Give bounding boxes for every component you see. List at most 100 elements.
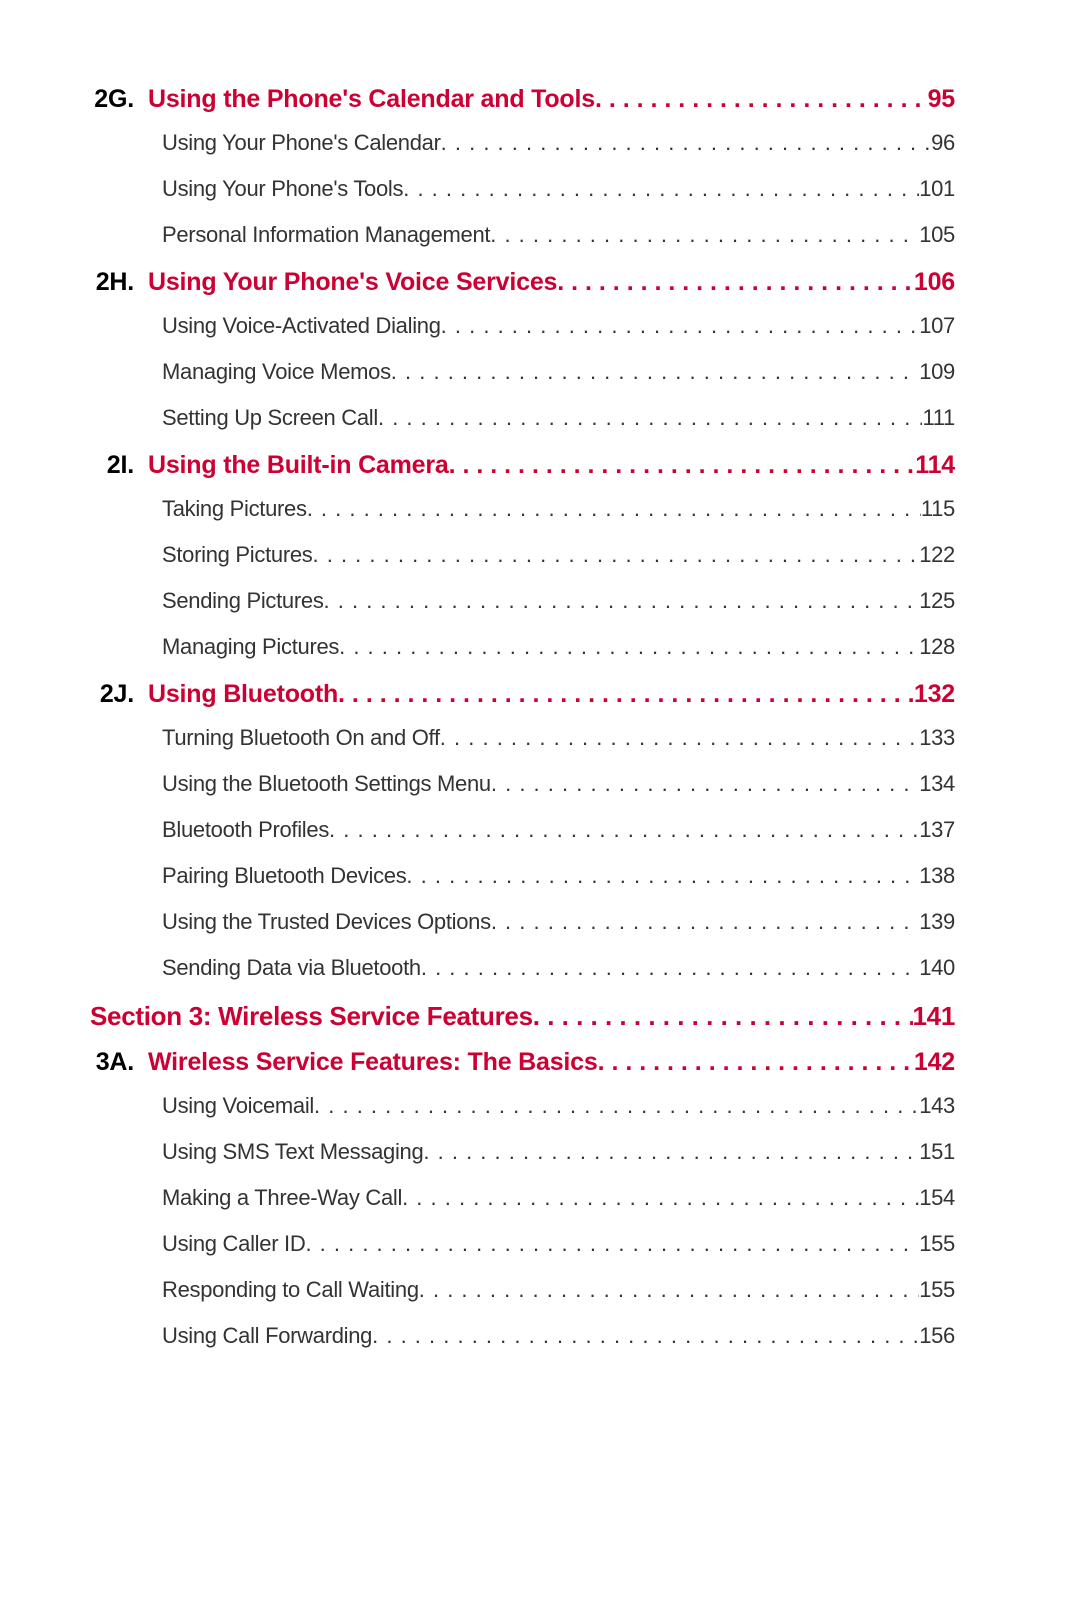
toc-leader [491, 909, 919, 935]
toc-row: 2G.Using the Phone's Calendar and Tools 9… [90, 85, 955, 114]
toc-sub-title: Bluetooth Profiles [162, 817, 329, 843]
toc-leader [441, 130, 931, 156]
toc-sub-title: Using SMS Text Messaging [162, 1139, 423, 1165]
toc-section-title: Using the Built-in Camera [148, 451, 449, 480]
toc-sub-title: Pairing Bluetooth Devices [162, 863, 406, 889]
toc-sub-title: Using Call Forwarding [162, 1323, 372, 1349]
toc-row: Storing Pictures 122 [90, 542, 955, 568]
toc-leader [419, 1277, 919, 1303]
toc-section-number: 2I. [90, 451, 148, 480]
toc-section-number: 2J. [90, 680, 148, 709]
toc-leader [533, 1001, 913, 1032]
toc-leader [314, 1093, 919, 1119]
toc-row: Taking Pictures115 [90, 496, 955, 522]
toc-sub-title: Turning Bluetooth On and Off [162, 725, 440, 751]
toc-section-number: 2G. [90, 85, 148, 114]
toc-leader [491, 771, 919, 797]
toc-sub-title: Using Voice-Activated Dialing [162, 313, 441, 339]
toc-page-number: 125 [919, 588, 955, 614]
toc-sub-title: Using the Trusted Devices Options [162, 909, 491, 935]
toc-page-number: 114 [915, 451, 955, 480]
toc-leader [557, 268, 914, 297]
toc-row: 2H.Using Your Phone's Voice Services106 [90, 268, 955, 297]
toc-sub-title: Managing Pictures [162, 634, 339, 660]
toc-leader [372, 1323, 919, 1349]
toc-page-number: 122 [919, 542, 955, 568]
toc-page-number: 139 [919, 909, 955, 935]
toc-section-title: Wireless Service Features: The Basics [148, 1048, 598, 1077]
toc-sub-title: Sending Data via Bluetooth [162, 955, 421, 981]
toc-page-number: 141 [913, 1001, 955, 1032]
toc-sub-title: Personal Information Management [162, 222, 490, 248]
toc-row: Bluetooth Profiles 137 [90, 817, 955, 843]
toc-page-number: 111 [922, 405, 955, 431]
toc-sub-title: Using Caller ID [162, 1231, 305, 1257]
toc-row: Managing Voice Memos 109 [90, 359, 955, 385]
toc-row: Using SMS Text Messaging 151 [90, 1139, 955, 1165]
toc-leader [423, 1139, 919, 1165]
toc-page-number: 142 [914, 1048, 955, 1077]
toc-page-number: 155 [919, 1231, 955, 1257]
toc-row: 3A.Wireless Service Features: The Basics… [90, 1048, 955, 1077]
toc-leader [313, 542, 920, 568]
toc-row: Using Voice-Activated Dialing 107 [90, 313, 955, 339]
toc-page-number: 106 [914, 268, 955, 297]
toc-row: Sending Data via Bluetooth 140 [90, 955, 955, 981]
toc-sub-title: Using Your Phone's Tools [162, 176, 403, 202]
toc-row: Setting Up Screen Call111 [90, 405, 955, 431]
toc-leader [329, 817, 919, 843]
toc-sub-title: Managing Voice Memos [162, 359, 391, 385]
toc-row: 2J.Using Bluetooth 132 [90, 680, 955, 709]
toc-leader [440, 725, 919, 751]
toc-page-number: 133 [919, 725, 955, 751]
toc-section-title: Using Bluetooth [148, 680, 338, 709]
table-of-contents: 2G.Using the Phone's Calendar and Tools 9… [90, 85, 955, 1349]
toc-page-number: 96 [931, 130, 955, 156]
toc-page-number: 154 [919, 1185, 955, 1211]
toc-row: Using the Trusted Devices Options 139 [90, 909, 955, 935]
toc-page-number: 109 [919, 359, 955, 385]
toc-row: Using the Bluetooth Settings Menu134 [90, 771, 955, 797]
toc-row: Using Call Forwarding156 [90, 1323, 955, 1349]
toc-section-title: Using the Phone's Calendar and Tools [148, 85, 595, 114]
toc-sub-title: Using Your Phone's Calendar [162, 130, 441, 156]
toc-row: Using Your Phone's Calendar 96 [90, 130, 955, 156]
toc-page-number: 132 [914, 680, 955, 709]
toc-sub-title: Responding to Call Waiting [162, 1277, 419, 1303]
toc-leader [449, 451, 916, 480]
toc-leader [402, 1185, 919, 1211]
toc-page-number: 138 [919, 863, 955, 889]
toc-row: Managing Pictures128 [90, 634, 955, 660]
toc-page-number: 155 [919, 1277, 955, 1303]
toc-sub-title: Storing Pictures [162, 542, 313, 568]
toc-leader [403, 176, 919, 202]
toc-leader [324, 588, 920, 614]
toc-leader [391, 359, 919, 385]
toc-row: Pairing Bluetooth Devices 138 [90, 863, 955, 889]
toc-page-number: 140 [919, 955, 955, 981]
toc-row: Section 3: Wireless Service Features 141 [90, 1001, 955, 1032]
toc-leader [406, 863, 919, 889]
toc-chapter-title: Section 3: Wireless Service Features [90, 1001, 533, 1032]
toc-row: Personal Information Management 105 [90, 222, 955, 248]
toc-leader [339, 634, 919, 660]
toc-page-number: 105 [919, 222, 955, 248]
toc-row: Turning Bluetooth On and Off 133 [90, 725, 955, 751]
toc-row: 2I.Using the Built-in Camera 114 [90, 451, 955, 480]
toc-leader [421, 955, 919, 981]
toc-page-number: 143 [919, 1093, 955, 1119]
toc-leader [307, 496, 921, 522]
toc-section-number: 3A. [90, 1048, 148, 1077]
toc-page-number: 95 [928, 85, 955, 114]
toc-sub-title: Using the Bluetooth Settings Menu [162, 771, 491, 797]
page-container: 2G.Using the Phone's Calendar and Tools 9… [0, 0, 1080, 1620]
toc-row: Responding to Call Waiting 155 [90, 1277, 955, 1303]
toc-leader [378, 405, 922, 431]
toc-page-number: 137 [919, 817, 955, 843]
toc-sub-title: Sending Pictures [162, 588, 324, 614]
toc-page-number: 107 [919, 313, 955, 339]
toc-leader [598, 1048, 914, 1077]
toc-row: Using Your Phone's Tools101 [90, 176, 955, 202]
toc-page-number: 151 [919, 1139, 955, 1165]
toc-leader [441, 313, 920, 339]
